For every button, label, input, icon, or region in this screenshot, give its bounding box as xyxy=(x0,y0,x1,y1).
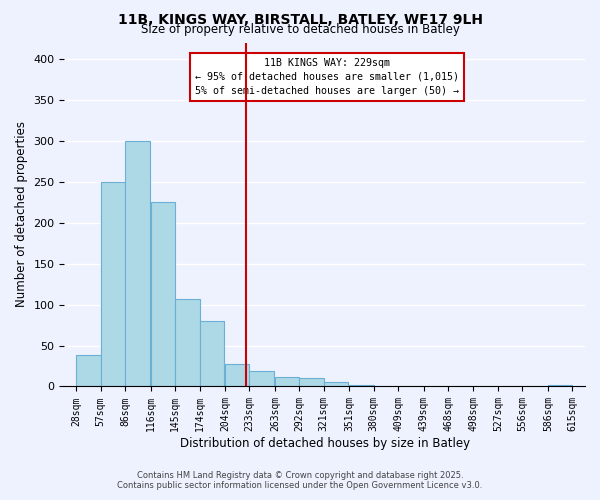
Text: 11B, KINGS WAY, BIRSTALL, BATLEY, WF17 9LH: 11B, KINGS WAY, BIRSTALL, BATLEY, WF17 9… xyxy=(118,12,482,26)
Bar xyxy=(250,371,274,386)
Text: Contains HM Land Registry data © Crown copyright and database right 2025.
Contai: Contains HM Land Registry data © Crown c… xyxy=(118,470,482,490)
Bar xyxy=(101,182,125,386)
Bar xyxy=(275,376,299,386)
Bar xyxy=(349,385,374,386)
Bar xyxy=(200,321,224,386)
X-axis label: Distribution of detached houses by size in Batley: Distribution of detached houses by size … xyxy=(179,437,470,450)
Bar xyxy=(125,141,150,386)
Y-axis label: Number of detached properties: Number of detached properties xyxy=(15,122,28,308)
Bar xyxy=(548,385,572,386)
Bar xyxy=(76,356,101,386)
Bar xyxy=(151,202,175,386)
Bar xyxy=(324,382,349,386)
Text: Size of property relative to detached houses in Batley: Size of property relative to detached ho… xyxy=(140,22,460,36)
Bar xyxy=(299,378,324,386)
Bar xyxy=(175,299,200,386)
Bar xyxy=(225,364,250,386)
Text: 11B KINGS WAY: 229sqm
← 95% of detached houses are smaller (1,015)
5% of semi-de: 11B KINGS WAY: 229sqm ← 95% of detached … xyxy=(196,58,460,96)
